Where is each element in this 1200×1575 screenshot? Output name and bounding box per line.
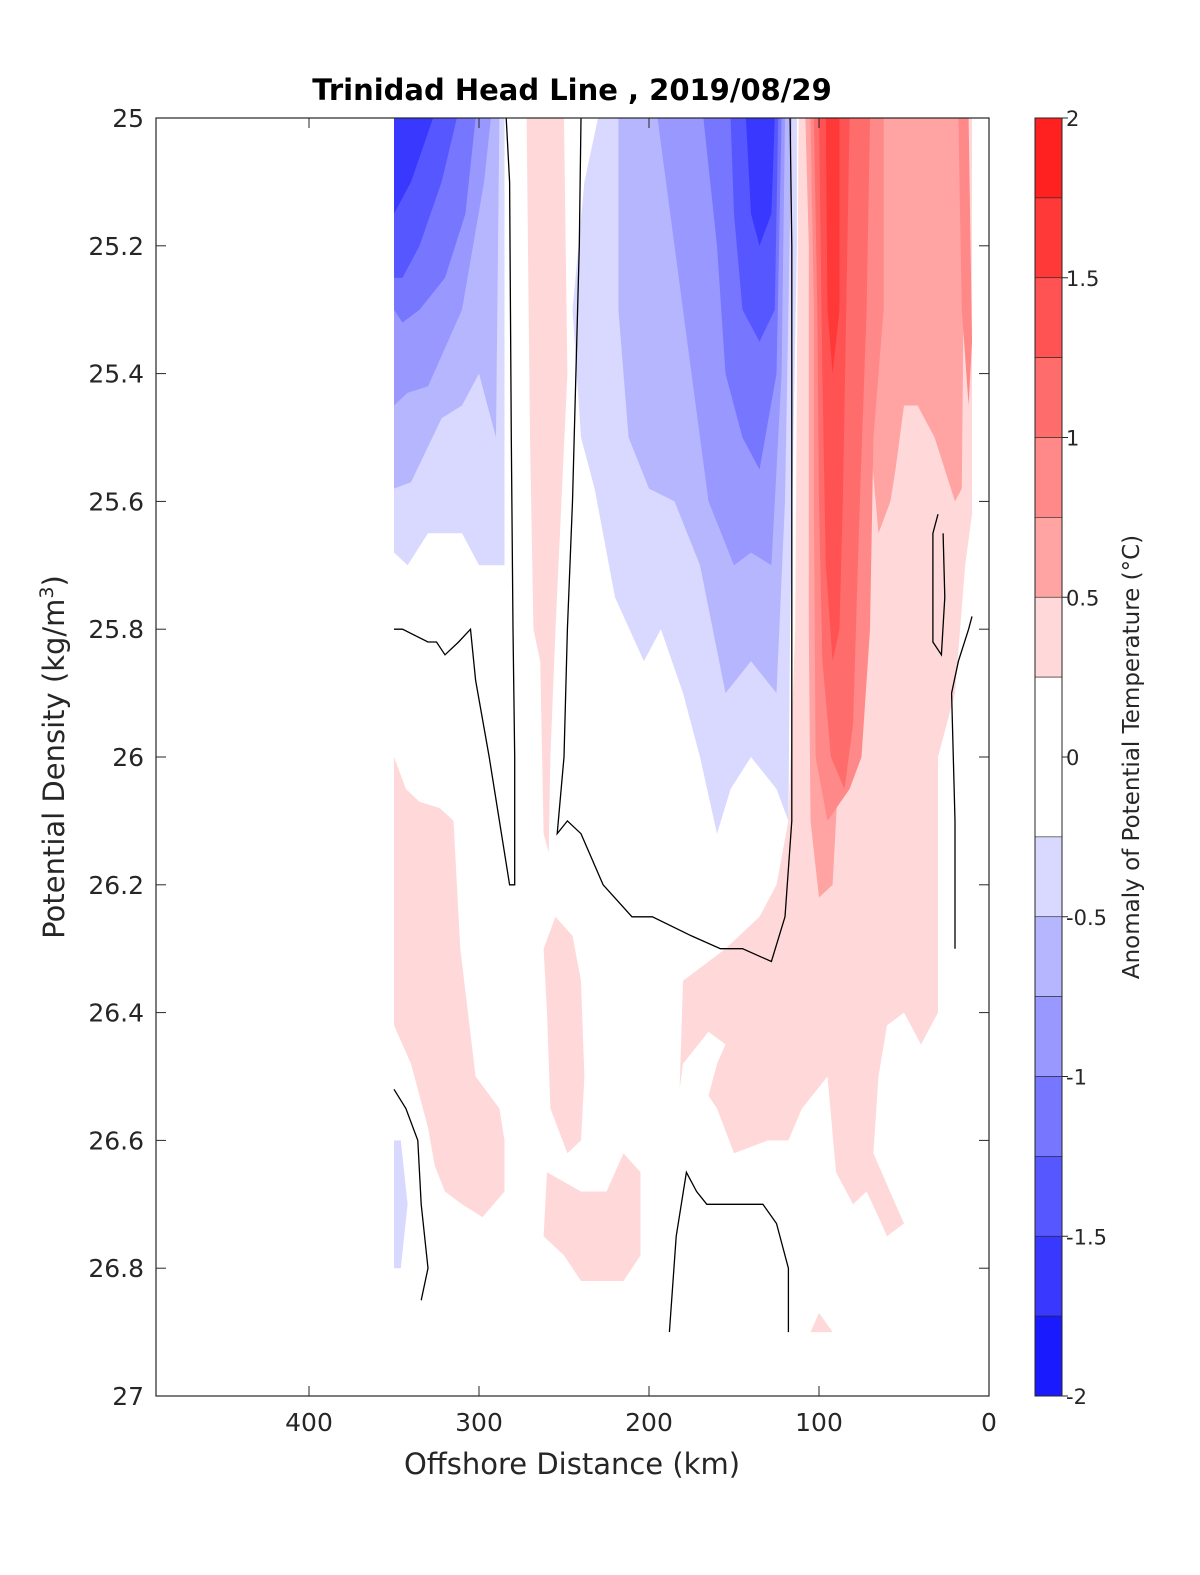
contour-region-20: [958, 118, 972, 406]
plot-frame: [155, 117, 990, 1397]
y-tick-label: 26: [112, 743, 144, 772]
x-tick-label: 200: [625, 1408, 673, 1437]
y-tick-label: 27: [112, 1382, 144, 1411]
colorbar-block-2: [1034, 277, 1063, 358]
colorbar-block-5: [1034, 517, 1063, 598]
y-tick-label: 25.6: [88, 487, 144, 516]
colorbar-block-10: [1034, 996, 1063, 1077]
colorbar-block-7: [1034, 676, 1063, 838]
filled-contour-regions: [394, 118, 972, 1333]
colorbar-tick-label: -1: [1066, 1066, 1087, 1090]
y-tick-label: 25.8: [88, 615, 144, 644]
colorbar-block-1: [1034, 197, 1063, 279]
zero-contour-line-3: [950, 616, 973, 949]
contour-region-24: [810, 1312, 833, 1333]
zero-contour-line-1: [556, 118, 793, 963]
y-tick-label: 25.4: [88, 360, 144, 389]
zero-contour-line-2: [932, 514, 946, 657]
y-tick-label: 26.2: [88, 871, 144, 900]
colorbar-tick-label: 0.5: [1066, 586, 1099, 610]
x-tick-label: 300: [455, 1408, 503, 1437]
contour-region-13: [745, 118, 775, 246]
colorbar-tick-label: -1.5: [1066, 1225, 1107, 1249]
colorbar-block-8: [1034, 836, 1063, 918]
contour-region-21: [394, 757, 505, 1218]
x-axis-tick-labels: 400 300 200 100 0: [285, 1408, 997, 1437]
zero-contour-lines: [393, 118, 973, 1333]
contour-region-18: [819, 118, 850, 662]
plot-area: [155, 117, 990, 1397]
y-tick-label: 25: [112, 104, 144, 133]
contour-region-23: [543, 1153, 641, 1281]
y-tick-label: 26.4: [88, 999, 144, 1028]
colorbar-block-3: [1034, 357, 1063, 438]
zero-contour-line-0: [394, 118, 516, 886]
y-tick-label: 26.8: [88, 1254, 144, 1283]
contour-region-6: [394, 1140, 408, 1269]
colorbar-block-14: [1034, 1315, 1063, 1397]
x-axis-label: Offshore Distance (km): [404, 1447, 740, 1481]
colorbar-block-4: [1034, 437, 1063, 518]
contour-region-22: [543, 916, 585, 1154]
chart-title: Trinidad Head Line , 2019/08/29: [312, 73, 832, 107]
colorbar-tick-label: -0.5: [1066, 906, 1107, 930]
contour-region-5: [394, 118, 434, 214]
y-axis-label-main: Potential Density (kg/m: [37, 599, 71, 939]
x-tick-label: 0: [981, 1408, 997, 1437]
y-axis-label-close: ): [37, 575, 71, 586]
zero-contour-line-5: [668, 1170, 790, 1333]
colorbar-block-11: [1034, 1076, 1063, 1157]
colorbar-block-6: [1034, 596, 1063, 678]
y-tick-label: 25.2: [88, 232, 144, 261]
y-tick-label: 26.6: [88, 1126, 144, 1155]
colorbar-label: Anomaly of Potential Temperature (°C): [1119, 535, 1145, 979]
colorbar-tick-label: 2: [1066, 107, 1079, 131]
colorbar-block-12: [1034, 1156, 1063, 1237]
colorbar-tick-label: 0: [1066, 746, 1079, 770]
contour-region-7: [526, 118, 568, 853]
y-axis-label: Potential Density (kg/m3): [36, 575, 71, 939]
contour-region-19: [825, 118, 840, 374]
colorbar-blocks: [1034, 117, 1063, 1397]
colorbar-tick-labels: 2 1.5 1 0.5 0 -0.5 -1 -1.5 -2: [1066, 107, 1107, 1409]
colorbar-block-13: [1034, 1235, 1063, 1317]
colorbar-frame: [1034, 117, 1063, 1397]
x-tick-label: 100: [795, 1408, 843, 1437]
colorbar-block-9: [1034, 916, 1063, 997]
y-axis-tick-labels: 25 25.2 25.4 25.6 25.8 26 26.2 26.4 26.6 26.8 27: [88, 104, 144, 1411]
colorbar-ticks: [1062, 117, 1068, 1397]
zero-contour-line-4: [393, 1088, 429, 1301]
colorbar-block-0: [1034, 117, 1063, 199]
colorbar-tick-label: 1.5: [1066, 267, 1099, 291]
colorbar-tick-label: 1: [1066, 427, 1079, 451]
x-tick-label: 400: [285, 1408, 333, 1437]
colorbar-tick-label: -2: [1066, 1385, 1087, 1409]
colorbar: 2 1.5 1 0.5 0 -0.5 -1 -1.5 -2: [1034, 107, 1107, 1409]
y-axis-label-superscript: 3: [36, 586, 58, 598]
